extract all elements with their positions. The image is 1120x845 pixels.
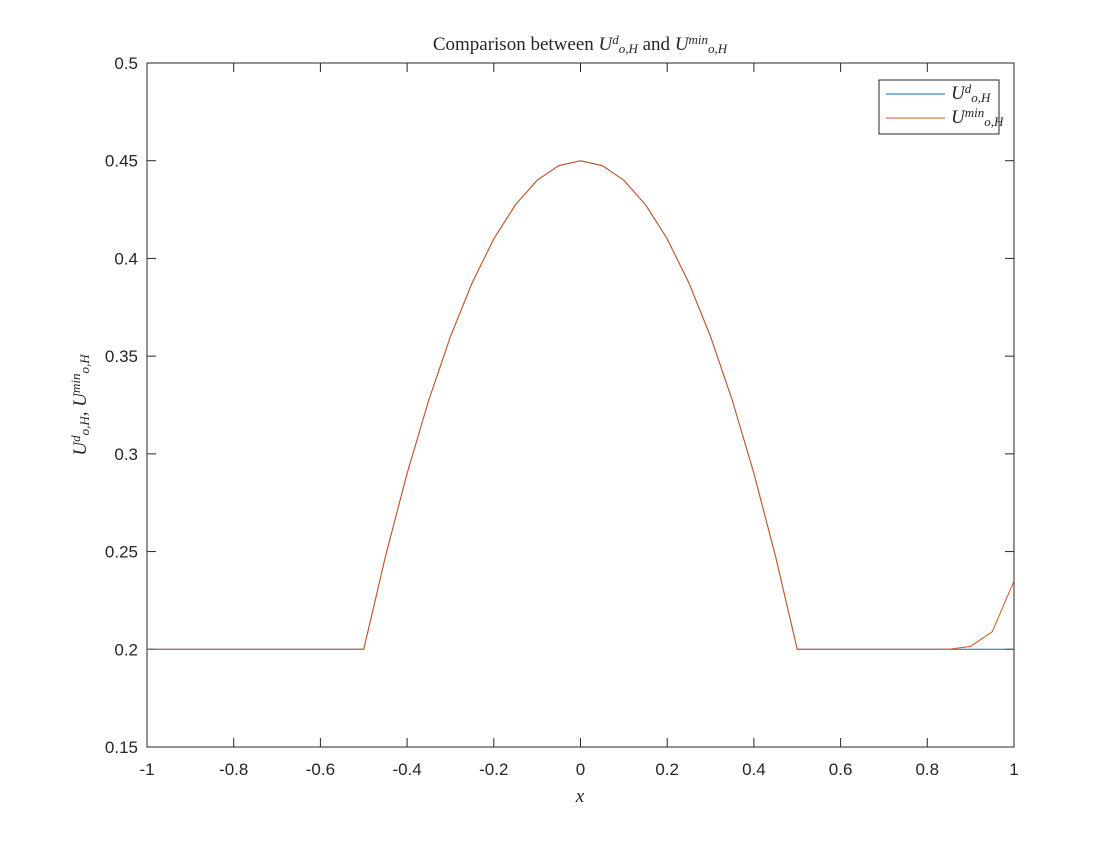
x-tick-label: 0.8	[915, 760, 939, 779]
x-tick-label: 0.6	[829, 760, 853, 779]
data-line	[147, 160, 1015, 650]
y-tick-label: 0.4	[114, 249, 138, 268]
x-tick-label: -0.8	[219, 760, 248, 779]
x-tick-label: 1	[1009, 760, 1018, 779]
legend-box	[878, 79, 1000, 135]
x-tick-label: -0.2	[479, 760, 508, 779]
x-tick-label: 0	[576, 760, 585, 779]
y-tick-label: 0.15	[105, 738, 138, 757]
legend-label: Umino,H	[951, 105, 1004, 129]
y-tick-label: 0.2	[114, 640, 138, 659]
x-axis-label: x	[575, 786, 585, 807]
x-tick-label: -1	[139, 760, 154, 779]
y-tick-label: 0.5	[114, 54, 138, 73]
chart-title: Comparison between Udo,H and Umino,H	[433, 32, 728, 56]
x-tick-label: -0.6	[306, 760, 335, 779]
y-tick-label: 0.45	[105, 152, 138, 171]
x-tick-label: 0.4	[742, 760, 766, 779]
x-tick-label: 0.2	[655, 760, 679, 779]
plot-area	[146, 62, 1015, 748]
legend-label: Udo,H	[951, 81, 991, 105]
y-tick-label: 0.35	[105, 347, 138, 366]
x-tick-label: -0.4	[392, 760, 421, 779]
y-tick-label: 0.3	[114, 445, 138, 464]
y-tick-label: 0.25	[105, 543, 138, 562]
